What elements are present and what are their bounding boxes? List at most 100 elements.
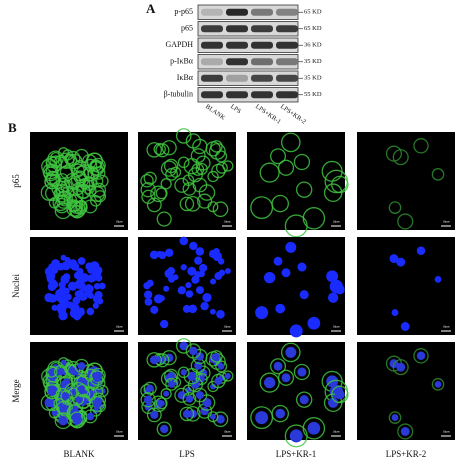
nucleus-stain bbox=[275, 408, 286, 419]
nucleus-stain bbox=[273, 256, 283, 266]
cytoplasm-stain bbox=[182, 182, 197, 196]
row-label: Merge bbox=[11, 379, 21, 402]
blot-band bbox=[276, 25, 298, 33]
cytoplasm-stain bbox=[250, 196, 274, 220]
cytoplasm-stain bbox=[146, 407, 162, 423]
nucleus-stain bbox=[326, 270, 339, 283]
nucleus-stain bbox=[51, 409, 58, 416]
nucleus-stain bbox=[59, 299, 68, 307]
cytoplasm-stain bbox=[179, 406, 195, 422]
blot-row-label: p-IκBα bbox=[170, 57, 194, 66]
scale-bar-label: 10μm bbox=[224, 325, 232, 329]
cytoplasm-stain bbox=[89, 160, 105, 176]
nucleus-stain bbox=[63, 287, 70, 295]
nucleus-stain bbox=[202, 397, 212, 408]
blot-row-label: p-p65 bbox=[174, 7, 193, 16]
cytoplasm-stain bbox=[197, 193, 213, 209]
cytoplasm-stain bbox=[67, 177, 79, 189]
column-label: LPS+KR-1 bbox=[276, 449, 317, 459]
cytoplasm-stain bbox=[259, 372, 280, 393]
nucleus-stain bbox=[47, 282, 57, 291]
size-label: 36 KD bbox=[304, 42, 322, 49]
nucleus-stain bbox=[57, 263, 65, 271]
nucleus-stain bbox=[191, 275, 200, 284]
nucleus-stain bbox=[92, 373, 102, 383]
nucleus-stain bbox=[224, 372, 231, 379]
cytoplasm-stain bbox=[160, 388, 172, 400]
cytoplasm-stain bbox=[210, 350, 223, 363]
cytoplasm-stain bbox=[89, 370, 105, 386]
nucleus-stain bbox=[160, 424, 169, 434]
cytoplasm-stain bbox=[222, 370, 234, 382]
cytoplasm-stain bbox=[44, 384, 60, 400]
cytoplasm-stain bbox=[293, 153, 311, 171]
nucleus-stain bbox=[158, 295, 165, 302]
nucleus-stain bbox=[177, 286, 186, 295]
nucleus-stain bbox=[92, 294, 102, 304]
cytoplasm-stain bbox=[295, 391, 313, 408]
cytoplasm-stain bbox=[277, 369, 295, 386]
nucleus-stain bbox=[285, 241, 297, 253]
nucleus-stain bbox=[164, 248, 174, 257]
nucleus-stain bbox=[210, 308, 216, 315]
cytoplasm-stain bbox=[49, 155, 63, 169]
nucleus-stain bbox=[65, 293, 72, 301]
cytoplasm-stain bbox=[284, 214, 308, 238]
scale-bar-label: 10μm bbox=[116, 220, 124, 224]
cytoplasm-stain bbox=[56, 400, 71, 415]
nucleus-stain bbox=[189, 241, 198, 251]
cytoplasm-stain bbox=[270, 358, 287, 375]
scale-bar-label: 10μm bbox=[443, 430, 451, 434]
blot-band bbox=[201, 91, 223, 99]
cytoplasm-stain bbox=[75, 383, 89, 398]
cytoplasm-stain bbox=[222, 160, 234, 172]
cytoplasm-stain bbox=[431, 378, 445, 391]
nucleus-stain bbox=[216, 309, 225, 319]
row-label: Nuclei bbox=[11, 274, 21, 298]
nucleus-stain bbox=[78, 387, 86, 395]
nucleus-stain bbox=[167, 372, 176, 380]
nucleus-stain bbox=[416, 351, 426, 361]
lane-label: LPS+KR-1 bbox=[254, 103, 282, 126]
nucleus-stain bbox=[87, 266, 95, 274]
column-label: LPS+KR-2 bbox=[386, 449, 427, 459]
nucleus-stain bbox=[48, 263, 55, 270]
cytoplasm-stain bbox=[207, 380, 219, 393]
cytoplasm-stain bbox=[175, 338, 192, 354]
cytoplasm-stain bbox=[161, 140, 177, 156]
nucleus-stain bbox=[167, 267, 176, 275]
cytoplasm-stain bbox=[388, 411, 402, 424]
nucleus-stain bbox=[391, 414, 399, 422]
nucleus-stain bbox=[58, 416, 68, 426]
micrograph bbox=[357, 342, 455, 440]
nucleus-stain bbox=[163, 285, 170, 292]
cytoplasm-stain bbox=[143, 381, 157, 395]
blot-band bbox=[226, 91, 248, 99]
cytoplasm-stain bbox=[45, 365, 58, 378]
nucleus-stain bbox=[70, 303, 80, 313]
cytoplasm-stain bbox=[212, 201, 229, 218]
cytoplasm-stain bbox=[55, 173, 69, 187]
scale-bar-label: 10μm bbox=[224, 430, 232, 434]
nucleus-stain bbox=[307, 421, 321, 435]
nucleus-stain bbox=[160, 319, 169, 329]
blot-band bbox=[276, 41, 298, 49]
cytoplasm-stain bbox=[175, 128, 192, 144]
nucleus-stain bbox=[327, 292, 339, 303]
nucleus-stain bbox=[92, 302, 99, 309]
cytoplasm-stain bbox=[150, 185, 167, 203]
nucleus-stain bbox=[77, 362, 86, 370]
nucleus-stain bbox=[263, 271, 276, 284]
nucleus-stain bbox=[187, 371, 197, 381]
nucleus-stain bbox=[299, 395, 309, 405]
nucleus-stain bbox=[255, 411, 269, 425]
cytoplasm-stain bbox=[95, 174, 109, 188]
cytoplasm-stain bbox=[185, 133, 201, 149]
nucleus-stain bbox=[146, 279, 154, 287]
nucleus-stain bbox=[70, 285, 77, 291]
nucleus-stain bbox=[194, 256, 203, 265]
nucleus-stain bbox=[57, 368, 65, 376]
nucleus-stain bbox=[217, 258, 225, 265]
blot-band bbox=[226, 58, 248, 66]
column-label: BLANK bbox=[64, 449, 95, 459]
